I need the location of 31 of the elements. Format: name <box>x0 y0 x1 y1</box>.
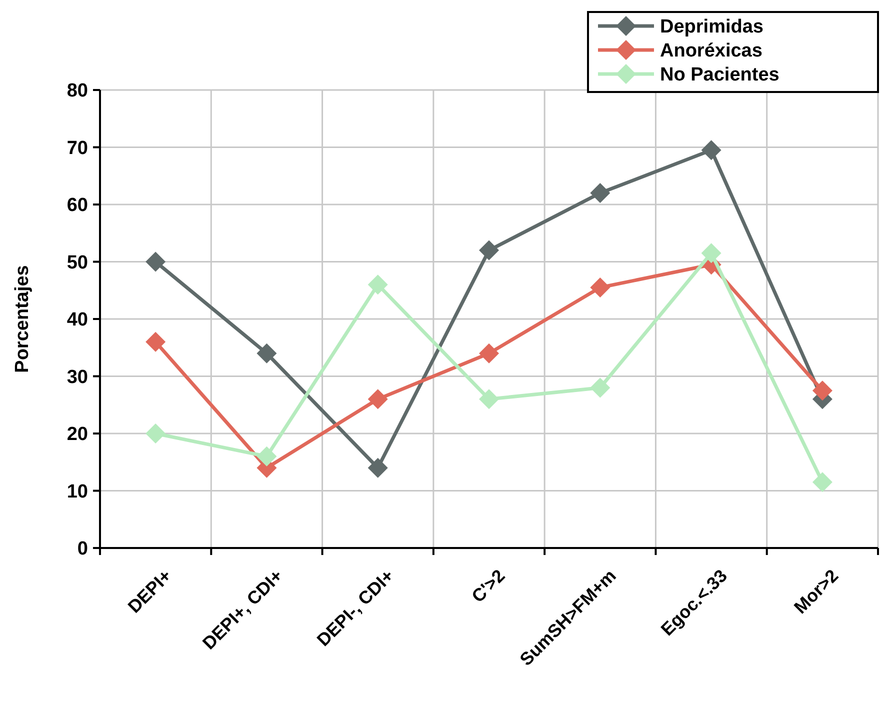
point <box>812 472 832 492</box>
y-tick-label: 30 <box>66 366 88 388</box>
y-tick-label: 70 <box>66 138 88 159</box>
legend-label: Anoréxicas <box>660 40 762 62</box>
point <box>479 389 499 410</box>
point <box>368 389 388 410</box>
point <box>368 274 388 295</box>
point <box>479 343 499 364</box>
point <box>146 332 166 352</box>
point <box>701 243 722 264</box>
point <box>590 378 610 398</box>
y-tick-label: 80 <box>66 80 88 102</box>
point <box>368 458 388 478</box>
point <box>590 278 610 298</box>
y-tick-label: 60 <box>66 195 88 216</box>
y-tick-label: 40 <box>66 310 88 331</box>
point <box>479 240 499 260</box>
point <box>590 183 610 204</box>
point <box>701 140 722 160</box>
y-tick-label: 50 <box>66 252 88 274</box>
y-tick-label: 20 <box>66 424 88 446</box>
point <box>146 252 166 272</box>
legend-label: Deprimidas <box>660 16 764 38</box>
legend-label: No Pacientes <box>660 64 780 86</box>
y-axis-title: Porcentajes <box>12 265 33 373</box>
y-tick-label: 10 <box>66 481 88 502</box>
y-tick-label: 0 <box>77 538 88 560</box>
point <box>256 343 277 364</box>
point <box>812 380 832 401</box>
point <box>256 446 277 466</box>
point <box>146 424 166 444</box>
